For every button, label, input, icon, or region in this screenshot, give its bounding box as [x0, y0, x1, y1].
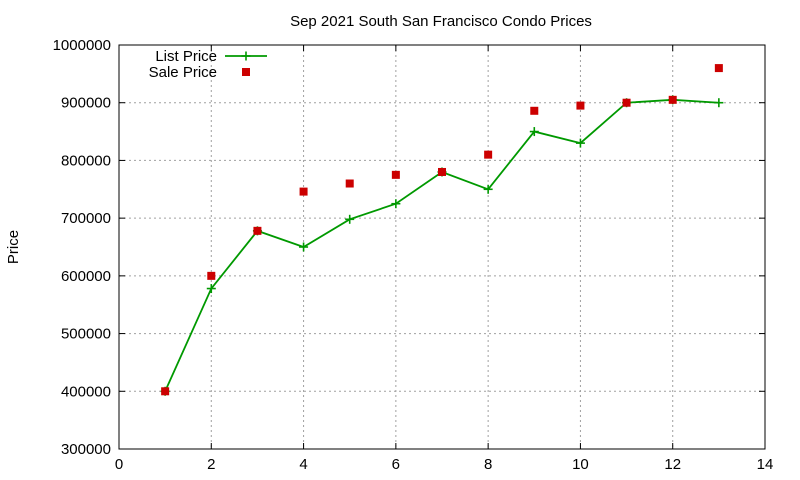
sale-price-point — [438, 167, 446, 176]
legend-entry-1: Sale Price — [149, 64, 250, 81]
x-tick-label: 14 — [757, 456, 774, 473]
x-tick-label: 6 — [392, 456, 400, 473]
x-tick-label: 12 — [664, 456, 681, 473]
sale-price-point — [484, 150, 493, 159]
sale-price-point — [345, 179, 354, 188]
list-price-point — [529, 127, 539, 137]
legend-label: Sale Price — [149, 64, 217, 81]
chart-title: Sep 2021 South San Francisco Condo Price… — [290, 13, 592, 30]
legend-plus-marker — [241, 51, 251, 61]
y-tick-label: 300000 — [61, 441, 111, 458]
plot-frame — [118, 44, 766, 450]
list-price-point — [345, 214, 355, 224]
sale-price-point — [530, 106, 539, 115]
y-tick-label: 1000000 — [53, 37, 111, 54]
sale-price-point — [391, 170, 400, 179]
x-tick-label: 8 — [484, 456, 492, 473]
list-price-point — [299, 242, 309, 252]
list-price-point — [206, 284, 216, 294]
x-tick-label: 4 — [299, 456, 307, 473]
sale-price-point — [161, 387, 170, 396]
sale-price-point — [576, 101, 585, 110]
list-price-point — [714, 98, 724, 108]
sale-price-point — [299, 187, 308, 196]
y-tick-label: 800000 — [61, 152, 111, 169]
grid — [119, 45, 765, 449]
legend-entry-0: List Price — [155, 48, 267, 65]
sale-price-point — [622, 98, 631, 107]
y-tick-label: 400000 — [61, 383, 111, 400]
x-tick-label: 2 — [207, 456, 215, 473]
legend-label: List Price — [155, 48, 217, 65]
y-tick-label: 500000 — [61, 326, 111, 343]
legend-square-marker — [242, 68, 250, 76]
y-tick-label: 600000 — [61, 268, 111, 285]
y-tick-label: 700000 — [61, 210, 111, 227]
y-tick-label: 900000 — [61, 95, 111, 112]
sale-price-point — [207, 271, 216, 280]
series-1 — [161, 64, 723, 396]
list-price-point — [575, 138, 585, 148]
sale-price-point — [668, 95, 677, 104]
x-tick-label: 10 — [572, 456, 589, 473]
list-price-point — [483, 184, 493, 194]
series-layer — [160, 64, 724, 396]
series-0 — [160, 95, 724, 396]
y-axis-label: Price — [5, 230, 22, 264]
x-tick-label: 0 — [115, 456, 123, 473]
sale-price-point — [253, 226, 262, 235]
sale-price-point — [714, 64, 723, 73]
axis-ticks: 0 2 4 6 8 10 12 14 300000 400000 500000 600000 70000… — [53, 37, 774, 473]
list-price-point — [391, 199, 401, 209]
list-price-line — [164, 98, 719, 392]
